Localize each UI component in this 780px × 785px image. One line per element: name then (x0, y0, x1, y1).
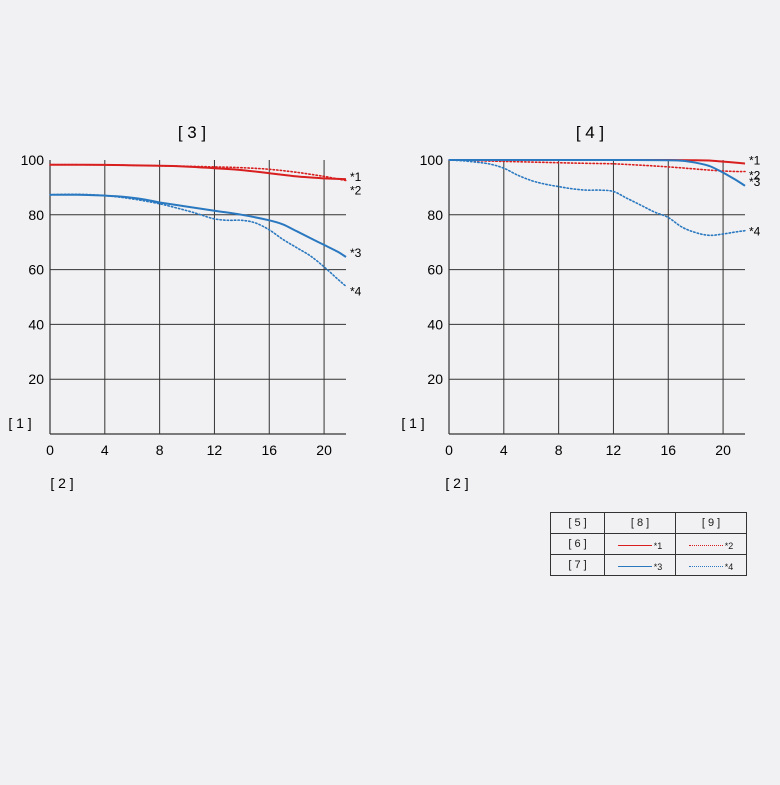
series-line-star3 (49, 193, 347, 258)
series-line-star2 (49, 163, 347, 182)
legend-series-name: *2 (724, 540, 734, 551)
series-end-label: *2 (350, 184, 362, 198)
legend-header-cell: [ 8 ] (604, 512, 676, 534)
y-tick-label: 20 (427, 371, 443, 387)
y-tick-label: 60 (28, 262, 44, 278)
series-end-label: *4 (350, 284, 362, 298)
x-tick-label: 20 (715, 442, 731, 458)
y-tick-label: 100 (420, 152, 444, 168)
legend-row-red: [ 6 ] *1 *2 (550, 533, 747, 555)
series-line-star3 (448, 159, 746, 187)
solid-line-icon (617, 545, 652, 547)
legend-row-label: [ 7 ] (550, 554, 605, 576)
legend-header-row: [ 5 ] [ 8 ] [ 9 ] (550, 512, 747, 534)
legend-header-cell: [ 5 ] (550, 512, 605, 534)
x-tick-label: 4 (101, 442, 109, 458)
x-tick-label: 8 (555, 442, 563, 458)
x-tick-label: 16 (261, 442, 277, 458)
y-tick-label: 60 (427, 262, 443, 278)
x-tick-label: 12 (207, 442, 223, 458)
y-axis-label: [ 1 ] (8, 415, 31, 431)
series-line-star4 (49, 193, 347, 288)
x-tick-label: 20 (316, 442, 332, 458)
x-tick-label: 0 (46, 442, 54, 458)
series-end-label: *3 (749, 175, 761, 189)
series-end-label: *1 (350, 170, 362, 184)
y-tick-label: 80 (28, 207, 44, 223)
series-end-label: *2 (749, 169, 761, 183)
solid-line-icon (617, 566, 652, 568)
y-tick-label: 40 (427, 316, 443, 332)
legend-row-blue: [ 7 ] *3 *4 (550, 554, 747, 576)
series-end-label: *4 (749, 225, 761, 239)
chart-title: [ 4 ] (576, 123, 604, 142)
y-axis-label: [ 1 ] (401, 415, 424, 431)
legend-swatch-dotted-red: *2 (675, 533, 747, 555)
legend-header-cell: [ 9 ] (675, 512, 747, 534)
y-tick-label: 40 (28, 316, 44, 332)
legend-table: [ 5 ] [ 8 ] [ 9 ] [ 6 ] *1 *2 [ 7 ] *3 *… (550, 512, 747, 576)
y-tick-label: 20 (28, 371, 44, 387)
legend-swatch-solid-blue: *3 (604, 554, 676, 576)
x-tick-label: 16 (660, 442, 676, 458)
series-line-star2 (448, 159, 746, 173)
y-tick-label: 100 (21, 152, 45, 168)
series-line-star4 (448, 159, 746, 237)
x-tick-label: 0 (445, 442, 453, 458)
series-end-label: *1 (749, 154, 761, 168)
legend-row-label: [ 6 ] (550, 533, 605, 555)
x-tick-label: 4 (500, 442, 508, 458)
series-end-label: *3 (350, 246, 362, 260)
legend-swatch-solid-red: *1 (604, 533, 676, 555)
dotted-line-icon (688, 545, 723, 547)
chart-title: [ 3 ] (178, 123, 206, 142)
x-axis-label: [ 2 ] (50, 475, 73, 491)
x-tick-label: 12 (606, 442, 622, 458)
y-tick-label: 80 (427, 207, 443, 223)
dotted-line-icon (688, 566, 723, 568)
mtf-chart-1: [ 3 ] 20 40 60 80 100 0 4 8 12 16 20 [ 1 ] [ 2 ] *1*2 *… (8, 123, 361, 491)
legend-series-name: *3 (653, 561, 663, 572)
x-axis-label: [ 2 ] (445, 475, 468, 491)
legend-series-name: *1 (653, 540, 663, 551)
legend-series-name: *4 (724, 561, 734, 572)
x-tick-label: 8 (156, 442, 164, 458)
legend-swatch-dotted-blue: *4 (675, 554, 747, 576)
